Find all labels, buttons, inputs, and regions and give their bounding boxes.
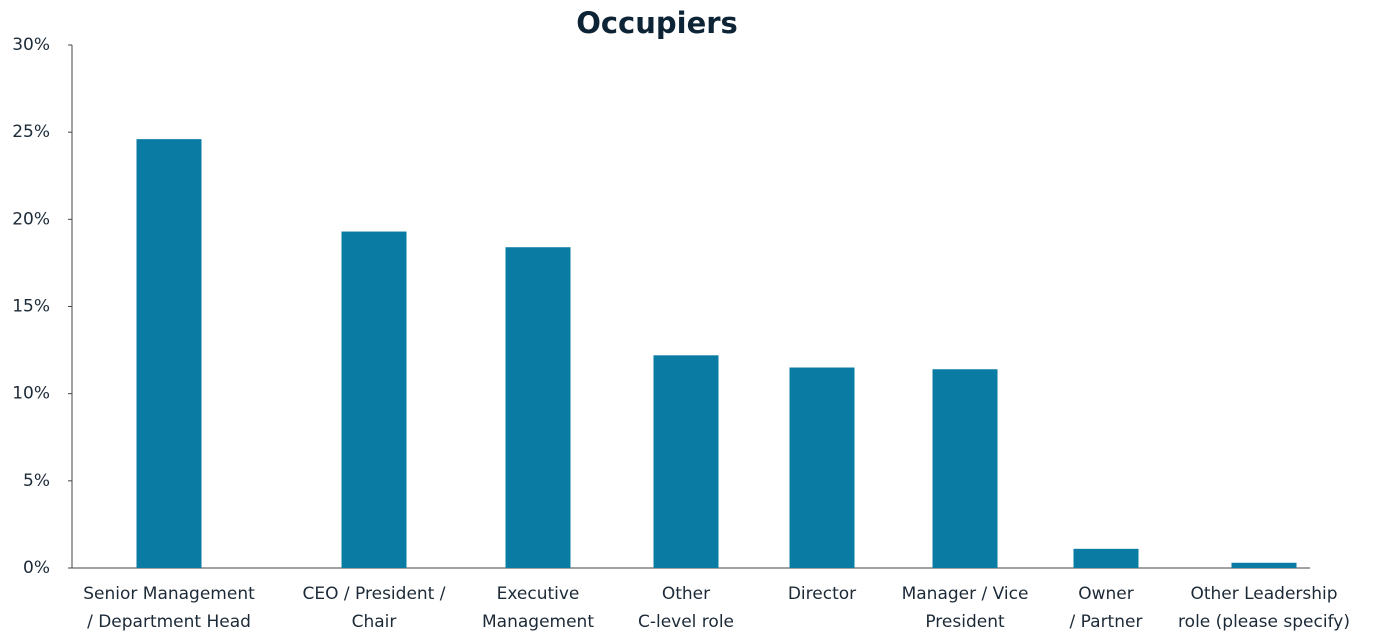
- x-tick-label: President: [925, 612, 1005, 632]
- y-tick-label: 30%: [12, 35, 50, 55]
- y-tick-label: 15%: [12, 297, 50, 317]
- x-tick-label: Chair: [352, 612, 397, 632]
- y-tick-label: 10%: [12, 384, 50, 404]
- bar: [136, 139, 202, 568]
- x-tick-label: Senior Management: [83, 584, 255, 604]
- bar: [653, 355, 719, 568]
- x-tick-label: Management: [482, 612, 594, 632]
- y-tick-label: 5%: [23, 471, 50, 491]
- bar: [932, 369, 998, 568]
- chart-title: Occupiers: [576, 6, 738, 40]
- bar: [1231, 562, 1297, 568]
- bar: [341, 231, 407, 568]
- x-tick-label: role (please specify): [1178, 612, 1350, 632]
- y-tick-label: 0%: [23, 558, 50, 578]
- x-tick-label: Other: [662, 584, 710, 604]
- y-tick-label: 20%: [12, 209, 50, 229]
- x-tick-label: Owner: [1078, 584, 1134, 604]
- bar: [789, 367, 855, 568]
- x-tick-label: C-level role: [638, 612, 734, 632]
- bar: [1073, 548, 1139, 568]
- x-tick-label: Manager / Vice: [902, 584, 1029, 604]
- y-tick-label: 25%: [12, 122, 50, 142]
- x-tick-label: / Partner: [1070, 612, 1143, 632]
- x-tick-label: Other Leadership: [1190, 584, 1337, 604]
- bar: [505, 247, 571, 568]
- x-tick-label: CEO / President /: [303, 584, 446, 604]
- x-tick-label: Executive: [497, 584, 580, 604]
- x-tick-label: Director: [788, 584, 856, 604]
- x-tick-label: / Department Head: [87, 612, 251, 632]
